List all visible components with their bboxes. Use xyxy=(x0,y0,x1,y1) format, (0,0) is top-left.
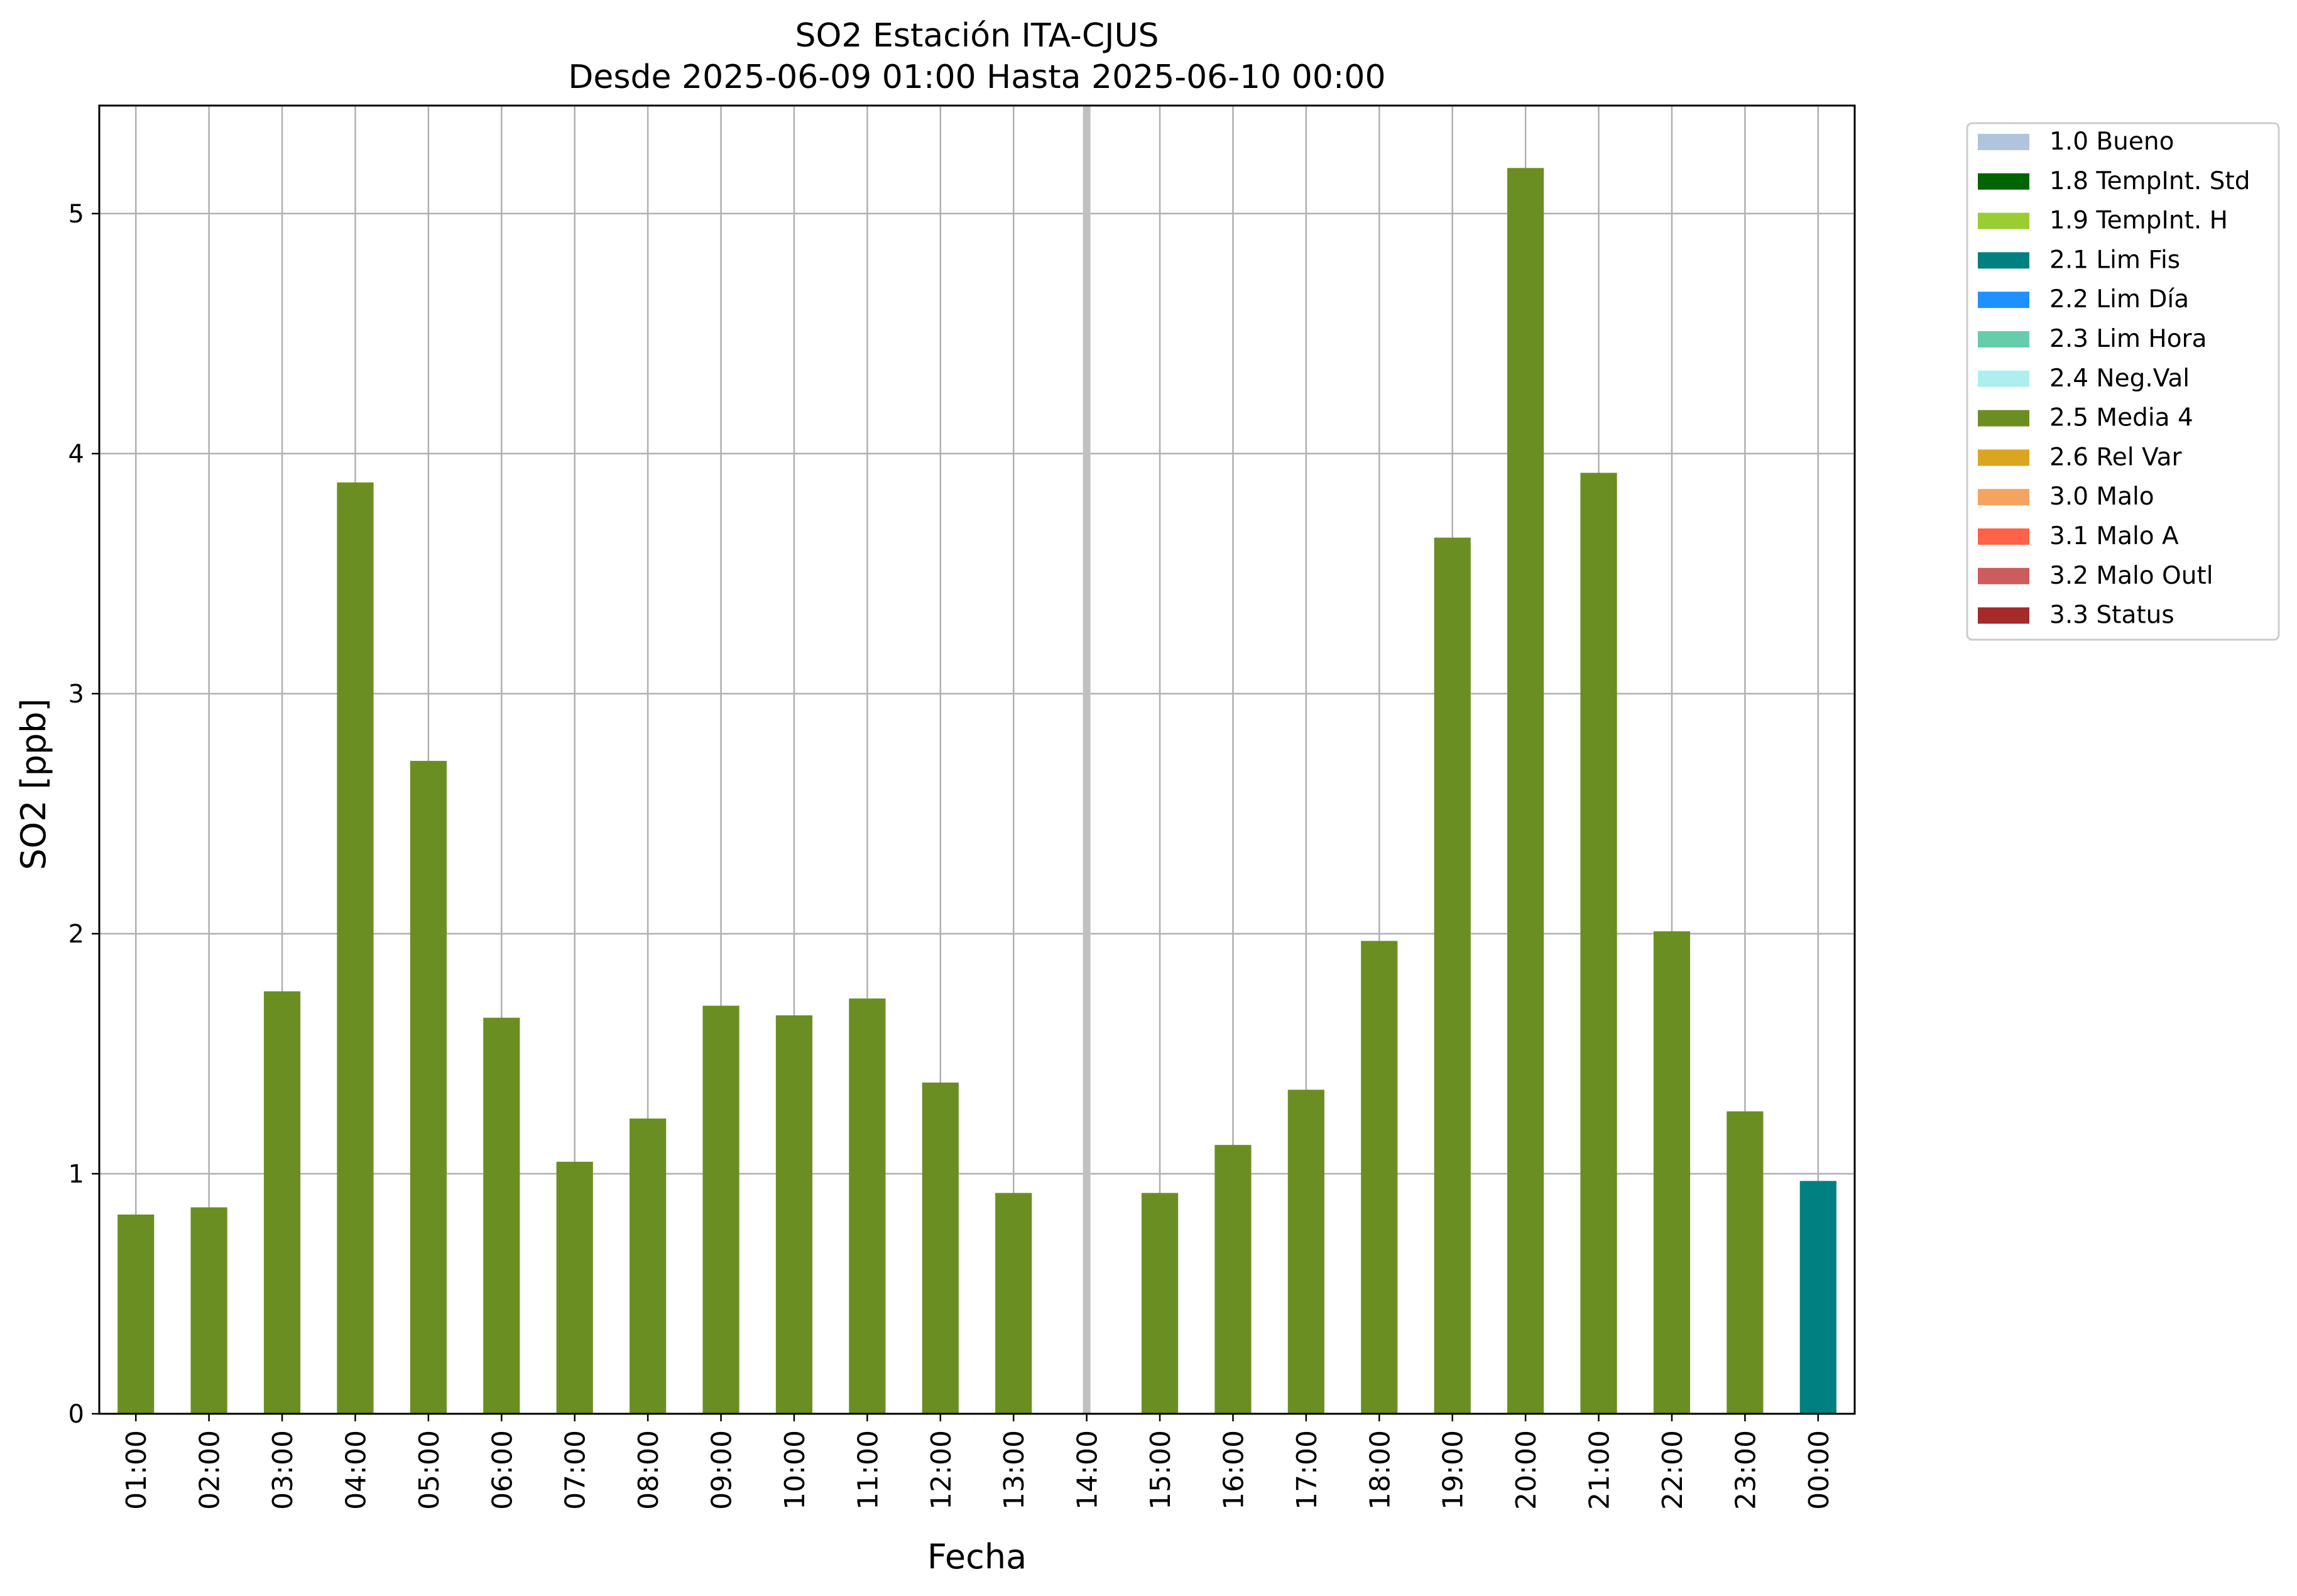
legend-label: 2.6 Rel Var xyxy=(2049,443,2183,471)
bar-2100 xyxy=(1580,473,1617,1414)
bar-1800 xyxy=(1361,941,1398,1414)
bar-0900 xyxy=(702,1005,739,1414)
legend-swatch xyxy=(1978,489,2029,506)
legend-label: 3.0 Malo xyxy=(2049,483,2154,511)
x-tick-label: 09:00 xyxy=(706,1430,738,1510)
x-tick-label: 00:00 xyxy=(1803,1430,1835,1510)
legend-swatch xyxy=(1978,173,2029,190)
legend-swatch xyxy=(1978,292,2029,309)
legend-swatch xyxy=(1978,212,2029,229)
x-tick-label: 07:00 xyxy=(560,1430,592,1510)
y-tick-label: 2 xyxy=(68,920,84,949)
x-tick-label: 04:00 xyxy=(340,1430,372,1510)
x-axis-ticks: 01:00 02:00 03:00 04:00 05:00 06:00 07:00 08:00… xyxy=(121,1414,1835,1510)
bar-1500 xyxy=(1141,1193,1179,1414)
legend-label: 1.0 Bueno xyxy=(2049,128,2174,156)
legend-swatch xyxy=(1978,528,2029,545)
x-tick-label: 14:00 xyxy=(1072,1430,1104,1510)
legend-label: 2.2 Lim Día xyxy=(2049,285,2189,314)
bar-1100 xyxy=(849,998,886,1414)
bar-1700 xyxy=(1287,1090,1324,1414)
bar-0700 xyxy=(556,1161,593,1414)
bar-1200 xyxy=(922,1082,959,1414)
legend-swatch xyxy=(1978,410,2029,427)
x-tick-label: 13:00 xyxy=(998,1430,1030,1510)
bar-0200 xyxy=(190,1207,227,1414)
x-tick-label: 11:00 xyxy=(852,1430,884,1510)
bar-1600 xyxy=(1214,1145,1252,1414)
y-tick-label: 1 xyxy=(68,1160,84,1189)
legend-label: 1.9 TempInt. H xyxy=(2049,207,2228,235)
bar-0400 xyxy=(337,482,374,1414)
bar-2300 xyxy=(1727,1111,1764,1414)
bar-2000 xyxy=(1507,168,1544,1414)
x-tick-label: 15:00 xyxy=(1145,1430,1177,1510)
x-tick-label: 12:00 xyxy=(925,1430,958,1510)
legend-label: 1.8 TempInt. Std xyxy=(2049,167,2250,195)
x-tick-label: 02:00 xyxy=(194,1430,226,1510)
legend-label: 2.4 Neg.Val xyxy=(2049,364,2190,393)
legend-swatch xyxy=(1978,449,2029,466)
legend: 1.0 Bueno 1.8 TempInt. Std 1.9 TempInt. H 2… xyxy=(1966,122,2280,641)
legend-swatch xyxy=(1978,252,2029,269)
bar-0500 xyxy=(410,760,447,1414)
legend-label: 3.3 Status xyxy=(2049,601,2174,630)
missing-data-marker xyxy=(1083,106,1091,1414)
legend-swatch xyxy=(1978,370,2029,387)
x-tick-label: 20:00 xyxy=(1510,1430,1542,1510)
bar-0100 xyxy=(117,1214,155,1414)
legend-label: 3.2 Malo Outl xyxy=(2049,562,2213,590)
legend-swatch xyxy=(1978,567,2029,584)
plot-frame xyxy=(98,104,1856,1415)
legend-label: 2.1 Lim Fis xyxy=(2049,246,2180,274)
bar-1300 xyxy=(995,1193,1032,1414)
x-tick-label: 03:00 xyxy=(267,1430,299,1510)
legend-swatch xyxy=(1978,331,2029,347)
x-tick-label: 23:00 xyxy=(1730,1430,1762,1510)
bar-2200 xyxy=(1653,931,1691,1414)
y-tick-label: 4 xyxy=(68,440,84,469)
x-tick-label: 05:00 xyxy=(413,1430,445,1510)
legend-label: 3.1 Malo A xyxy=(2049,522,2179,550)
bar-0000 xyxy=(1799,1181,1836,1414)
y-axis-ticks: 0 1 2 3 4 5 xyxy=(68,200,99,1429)
bar-1000 xyxy=(775,1015,813,1414)
x-tick-label: 17:00 xyxy=(1291,1430,1323,1510)
x-tick-label: 16:00 xyxy=(1218,1430,1250,1510)
x-tick-label: 18:00 xyxy=(1364,1430,1396,1510)
legend-box xyxy=(1966,122,2280,641)
y-tick-label: 0 xyxy=(68,1400,84,1429)
bar-0800 xyxy=(630,1118,667,1414)
legend-swatch xyxy=(1978,134,2029,150)
chart-subtitle: Desde 2025-06-09 01:00 Hasta 2025-06-10 … xyxy=(568,58,1385,96)
y-axis-label: SO2 [ppb] xyxy=(14,698,53,870)
x-tick-label: 01:00 xyxy=(121,1430,153,1510)
bar-0300 xyxy=(263,991,301,1414)
bars xyxy=(117,106,1836,1414)
bar-0600 xyxy=(483,1017,520,1414)
y-tick-label: 5 xyxy=(68,200,84,229)
x-tick-label: 10:00 xyxy=(779,1430,811,1510)
legend-label: 2.5 Media 4 xyxy=(2049,404,2193,432)
y-tick-label: 3 xyxy=(68,680,84,709)
x-tick-label: 06:00 xyxy=(486,1430,518,1510)
x-axis-label: Fecha xyxy=(927,1537,1027,1577)
legend-swatch xyxy=(1978,607,2029,624)
x-tick-label: 08:00 xyxy=(633,1430,665,1510)
x-tick-label: 22:00 xyxy=(1657,1430,1689,1510)
x-tick-label: 19:00 xyxy=(1438,1430,1470,1510)
bar-1900 xyxy=(1434,537,1471,1414)
x-tick-label: 21:00 xyxy=(1584,1430,1616,1510)
chart-title: SO2 Estación ITA-CJUS xyxy=(795,17,1159,55)
legend-label: 2.3 Lim Hora xyxy=(2049,325,2207,353)
